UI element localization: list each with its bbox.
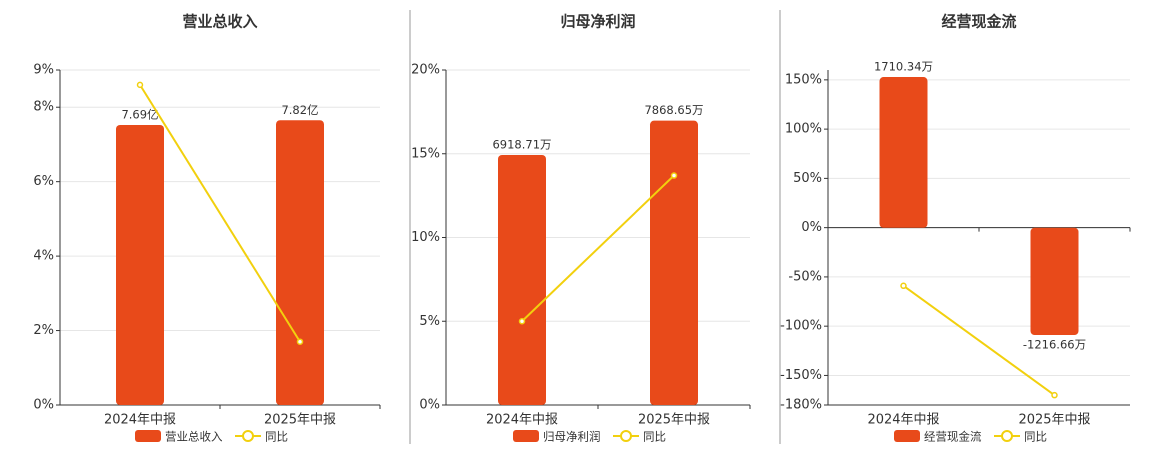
- line-point: [518, 318, 526, 325]
- data-label: 7.69亿: [121, 107, 158, 121]
- line: [139, 84, 301, 343]
- data-label: 1710.34万: [874, 60, 933, 74]
- x-tick-label: 2024年中报: [104, 413, 176, 428]
- x-tick-label: 2025年中报: [264, 413, 336, 428]
- y-tick-label: -150%: [780, 368, 822, 383]
- y-tick-label: 10%: [411, 230, 440, 245]
- y-tick-label: 50%: [793, 171, 822, 186]
- legend-label: 同比: [265, 430, 288, 444]
- y-tick-label: 8%: [33, 100, 54, 115]
- y-tick-label: 20%: [411, 63, 440, 78]
- data-label: 7868.65万: [644, 103, 703, 117]
- line-point: [900, 282, 907, 290]
- bar: [498, 154, 546, 405]
- y-tick-label: -100%: [780, 319, 822, 334]
- bar: [1030, 227, 1079, 336]
- legend-label: 经营现金流: [924, 430, 982, 444]
- y-tick-label: 15%: [411, 146, 440, 161]
- legend-swatch: [1001, 430, 1013, 442]
- x-tick-label: 2024年中报: [486, 413, 558, 428]
- legend-swatch: [513, 430, 539, 442]
- y-tick-label: 4%: [33, 249, 54, 264]
- data-label: -1216.66万: [1023, 338, 1086, 352]
- legend-swatch: [620, 430, 632, 442]
- line-point: [1051, 391, 1058, 399]
- legend-label: 同比: [643, 430, 666, 444]
- line: [902, 284, 1056, 396]
- line: [521, 174, 675, 322]
- data-label: 6918.71万: [492, 137, 551, 151]
- chart-title: 营业总收入: [182, 13, 257, 31]
- x-tick-label: 2024年中报: [867, 413, 939, 428]
- bar: [650, 120, 698, 406]
- y-tick-label: 0%: [801, 220, 822, 235]
- line-point: [296, 338, 304, 345]
- line-point: [136, 81, 144, 89]
- legend-label: 归母净利润: [543, 430, 601, 444]
- x-tick-label: 2025年中报: [1018, 413, 1090, 428]
- y-tick-label: 100%: [785, 122, 822, 137]
- y-tick-label: 150%: [785, 72, 822, 87]
- y-tick-label: 0%: [33, 398, 54, 413]
- bar: [276, 120, 324, 405]
- y-tick-label: 0%: [419, 398, 440, 413]
- data-label: 7.82亿: [281, 103, 318, 117]
- chart-title: 经营现金流: [941, 13, 1016, 31]
- y-tick-label: 5%: [419, 314, 440, 329]
- legend-swatch: [135, 430, 161, 442]
- y-tick-label: -50%: [788, 269, 822, 284]
- y-tick-label: 6%: [33, 174, 54, 189]
- chart-title: 归母净利润: [560, 13, 635, 31]
- y-tick-label: 9%: [33, 63, 54, 78]
- line-point: [670, 172, 678, 179]
- bar: [116, 124, 164, 405]
- y-tick-label: -180%: [780, 398, 822, 413]
- legend-label: 同比: [1024, 430, 1047, 444]
- legend-swatch: [894, 430, 920, 442]
- legend-label: 营业总收入: [165, 430, 223, 444]
- x-tick-label: 2025年中报: [638, 413, 710, 428]
- legend-swatch: [242, 430, 254, 442]
- y-tick-label: 2%: [33, 323, 54, 338]
- bar: [879, 77, 928, 228]
